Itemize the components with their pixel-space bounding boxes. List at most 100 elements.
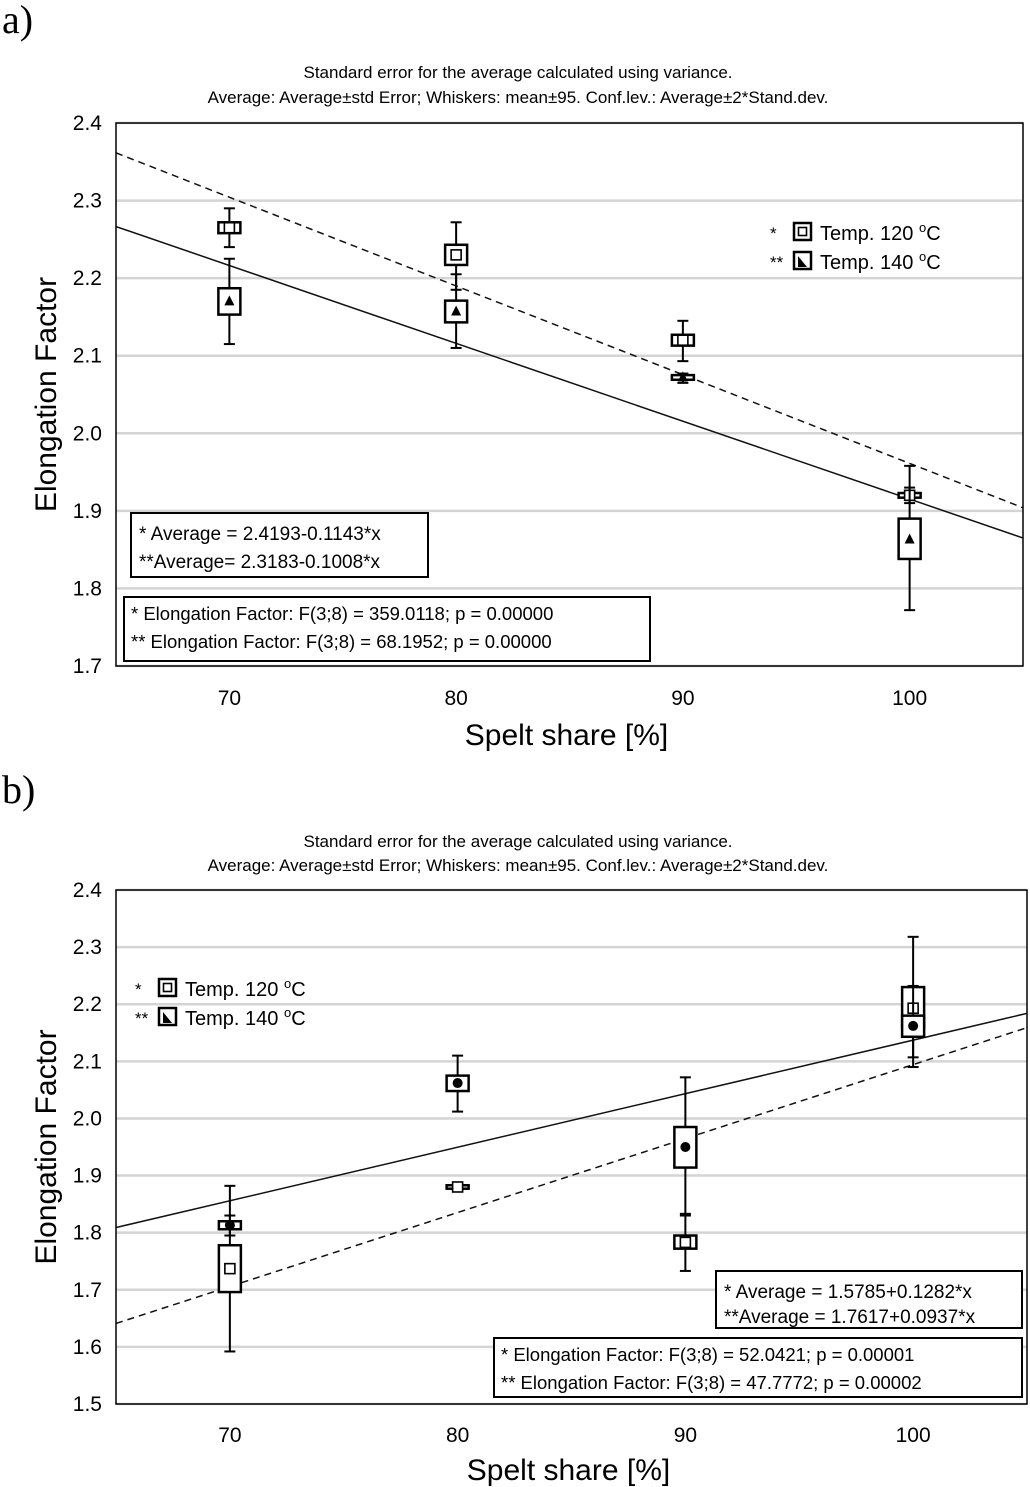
chart-svg-a: Standard error for the average calculate… xyxy=(30,63,1024,752)
box-plot xyxy=(900,984,926,1059)
box-plot xyxy=(673,1212,698,1272)
mean-marker-circle xyxy=(452,1078,463,1089)
legend-marker-label: ** xyxy=(770,253,784,272)
chart-title-line: Average: Average±std Error; Whiskers: me… xyxy=(208,88,829,107)
legend-label: Temp. 120 oC xyxy=(820,220,941,245)
y-tick-label: 2.2 xyxy=(73,267,102,290)
plot-frame xyxy=(115,889,1028,1405)
mean-marker-circle xyxy=(224,1220,235,1231)
y-tick-label: 2.3 xyxy=(73,936,102,959)
chart-panel-b: b) Standard error for the average calcul… xyxy=(0,770,1030,1487)
equation-text: **Average = 1.7617+0.0937*x xyxy=(724,1307,976,1328)
box-plot xyxy=(445,1181,470,1193)
mean-marker-triangle xyxy=(224,295,235,306)
y-tick-label: 1.9 xyxy=(73,500,102,523)
stats-box xyxy=(123,596,651,662)
legend-label: Temp. 140 oC xyxy=(185,1005,306,1030)
plot-frame xyxy=(115,122,1024,667)
mean-marker-circle xyxy=(908,1020,919,1031)
panel-label: b) xyxy=(2,767,36,812)
legend-square-icon xyxy=(162,982,173,993)
legend-marker-label: * xyxy=(770,224,777,243)
x-tick-label: 100 xyxy=(896,1424,931,1447)
mean-marker-square xyxy=(223,221,236,234)
x-tick-label: 70 xyxy=(218,687,241,710)
box-plot xyxy=(670,371,696,384)
legend-item: ** Temp. 140 oC xyxy=(770,249,941,274)
chart-svg-b: Standard error for the average calculate… xyxy=(30,832,1028,1487)
legend-symbol-icon xyxy=(798,256,807,267)
x-tick-label: 90 xyxy=(671,687,694,710)
y-tick-label: 1.9 xyxy=(73,1165,102,1188)
y-tick-label: 2.4 xyxy=(73,112,103,135)
box-plot xyxy=(670,319,696,363)
equation-text: **Average= 2.3183-0.1008*x xyxy=(139,552,381,573)
box-plot xyxy=(217,207,242,249)
box-plot xyxy=(673,1076,698,1217)
box-plot xyxy=(443,273,469,349)
x-axis-label: Spelt share [%] xyxy=(467,1454,670,1487)
chart-title-line: Average: Average±std Error; Whiskers: me… xyxy=(208,856,829,875)
legend-item: * Temp. 120 oC xyxy=(135,976,306,1001)
box-plot xyxy=(217,1184,243,1353)
equation-box xyxy=(715,1270,1023,1329)
y-tick-label: 2.2 xyxy=(73,993,102,1016)
stats-text: * Elongation Factor: F(3;8) = 359.0118; … xyxy=(131,603,553,624)
chart-title-line: Standard error for the average calculate… xyxy=(303,832,732,851)
y-tick-label: 2.4 xyxy=(73,879,103,902)
legend-symbol-icon xyxy=(163,1012,172,1023)
x-axis-label: Spelt share [%] xyxy=(465,719,668,752)
stats-text: ** Elongation Factor: F(3;8) = 68.1952; … xyxy=(131,631,552,652)
chart-title-line: Standard error for the average calculate… xyxy=(303,63,732,82)
mean-marker-square xyxy=(451,1181,464,1193)
mean-marker-square xyxy=(450,249,462,261)
legend-item: ** Temp. 140 oC xyxy=(135,1005,306,1030)
legend-marker-label: * xyxy=(135,980,142,999)
chart-panel-a: a) Standard error for the average calcul… xyxy=(2,0,1024,752)
fit-line-dashed xyxy=(116,152,1023,509)
stats-text: * Elongation Factor: F(3;8) = 52.0421; p… xyxy=(501,1344,914,1365)
x-tick-label: 80 xyxy=(446,1424,469,1447)
y-tick-label: 2.0 xyxy=(73,422,102,445)
mean-marker-square xyxy=(677,334,689,347)
stats-text: ** Elongation Factor: F(3;8) = 47.7772; … xyxy=(501,1372,922,1393)
x-tick-label: 90 xyxy=(674,1424,697,1447)
legend-label: Temp. 120 oC xyxy=(185,976,306,1001)
legend-item: * Temp. 120 oC xyxy=(770,220,941,245)
equation-text: * Average = 1.5785+0.1282*x xyxy=(724,1282,972,1303)
fit-line-dashed xyxy=(116,1026,1027,1325)
y-tick-label: 2.0 xyxy=(73,1107,102,1130)
fit-line-solid xyxy=(116,1012,1027,1229)
box-plot xyxy=(897,464,922,612)
equation-box xyxy=(130,512,429,578)
x-tick-label: 70 xyxy=(218,1424,241,1447)
stats-box xyxy=(493,1337,1023,1398)
x-tick-label: 80 xyxy=(444,687,467,710)
y-tick-label: 1.6 xyxy=(73,1336,102,1359)
box-plot xyxy=(217,257,242,346)
x-tick-label: 100 xyxy=(892,687,927,710)
mean-marker-triangle xyxy=(451,305,462,316)
fit-line-solid xyxy=(116,225,1023,539)
legend-label: Temp. 140 oC xyxy=(820,249,941,274)
mean-marker-triangle xyxy=(677,371,688,382)
mean-marker-square xyxy=(679,1236,692,1249)
y-tick-label: 2.1 xyxy=(73,345,102,368)
legend-marker-label: ** xyxy=(135,1009,149,1028)
y-tick-label: 2.1 xyxy=(73,1050,102,1073)
mean-marker-circle xyxy=(680,1142,691,1152)
mean-marker-triangle xyxy=(904,533,915,544)
panel-label: a) xyxy=(2,0,34,42)
box-plot xyxy=(445,1054,470,1113)
mean-marker-square xyxy=(224,1262,236,1275)
y-axis-label: Elongation Factor xyxy=(30,277,63,512)
y-tick-label: 1.8 xyxy=(73,577,102,600)
equation-text: * Average = 2.4193-0.1143*x xyxy=(139,524,381,545)
y-tick-label: 1.5 xyxy=(73,1393,102,1416)
y-tick-label: 1.7 xyxy=(73,655,102,678)
y-axis-label: Elongation Factor xyxy=(30,1029,63,1264)
y-tick-label: 1.7 xyxy=(73,1279,102,1302)
legend-square-icon xyxy=(797,226,808,237)
y-tick-label: 2.3 xyxy=(73,190,102,213)
box-plot xyxy=(217,1214,243,1237)
